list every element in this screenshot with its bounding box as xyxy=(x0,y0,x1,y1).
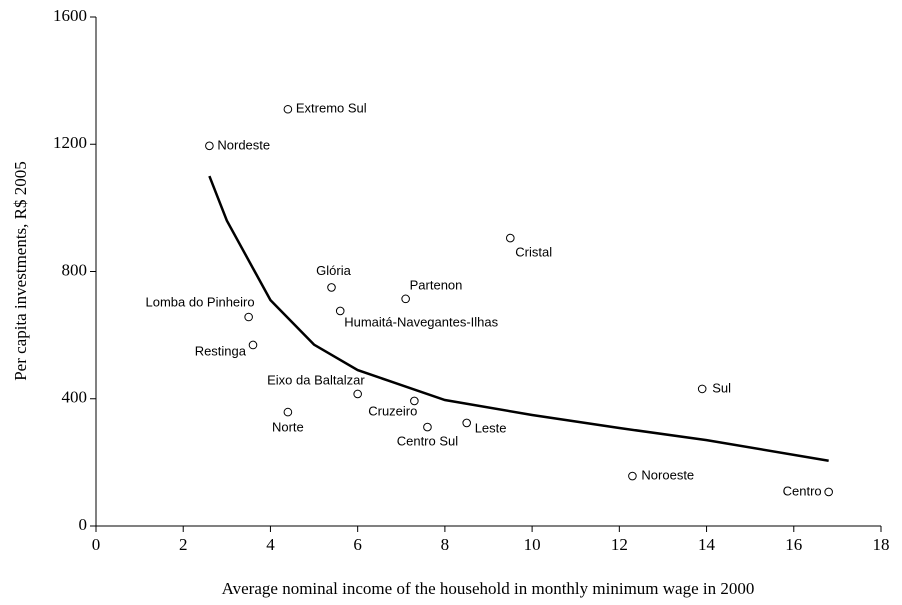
point-label: Noroeste xyxy=(641,467,694,482)
point xyxy=(283,104,293,114)
fit-curve xyxy=(208,175,829,463)
x-tick-label: 10 xyxy=(524,535,541,554)
point-label: Extremo Sul xyxy=(296,101,367,116)
point-label: Centro xyxy=(783,483,822,498)
y-tick-label: 1600 xyxy=(53,6,87,25)
point xyxy=(205,141,214,151)
point xyxy=(462,418,471,428)
point xyxy=(335,306,345,316)
point-label: Restinga xyxy=(195,343,247,358)
point-label: Humaitá-Navegantes-Ilhas xyxy=(344,314,498,329)
point xyxy=(506,233,515,243)
point-label: Leste xyxy=(475,420,507,435)
point-label: Sul xyxy=(712,380,731,395)
point xyxy=(824,487,833,497)
point xyxy=(327,283,336,292)
y-tick-label: 0 xyxy=(79,515,88,534)
point-label: Eixo da Baltalzar xyxy=(267,372,365,387)
x-tick-label: 12 xyxy=(611,535,628,554)
point-label: Glória xyxy=(316,263,351,278)
point xyxy=(423,422,432,432)
point-label: Lomba do Pinheiro xyxy=(145,294,254,309)
x-tick-label: 0 xyxy=(92,535,101,554)
x-axis-label: Average nominal income of the household … xyxy=(222,579,755,598)
x-tick-label: 14 xyxy=(698,535,716,554)
point-label: Centro Sul xyxy=(397,434,459,449)
y-axis-label: Per capita investments, R$ 2005 xyxy=(11,161,30,381)
x-tick-label: 4 xyxy=(266,535,275,554)
x-tick-label: 16 xyxy=(785,535,802,554)
point-label: Norte xyxy=(272,420,304,435)
x-tick-label: 8 xyxy=(441,535,450,554)
point xyxy=(410,396,419,406)
point-label: Nordeste xyxy=(217,137,270,152)
y-tick-label: 400 xyxy=(62,388,88,407)
x-tick-label: 18 xyxy=(873,535,890,554)
y-tick-label: 1200 xyxy=(53,133,87,152)
point xyxy=(628,471,637,481)
point xyxy=(401,294,410,304)
point xyxy=(248,340,258,350)
point-label: Cristal xyxy=(515,245,552,260)
point xyxy=(244,312,253,322)
point xyxy=(353,389,362,399)
x-tick-label: 6 xyxy=(353,535,362,554)
point-label: Cruzeiro xyxy=(368,403,417,418)
point-label: Partenon xyxy=(410,277,463,292)
x-tick-label: 2 xyxy=(179,535,188,554)
point xyxy=(697,384,707,394)
point xyxy=(283,407,293,417)
y-tick-label: 800 xyxy=(62,260,88,279)
